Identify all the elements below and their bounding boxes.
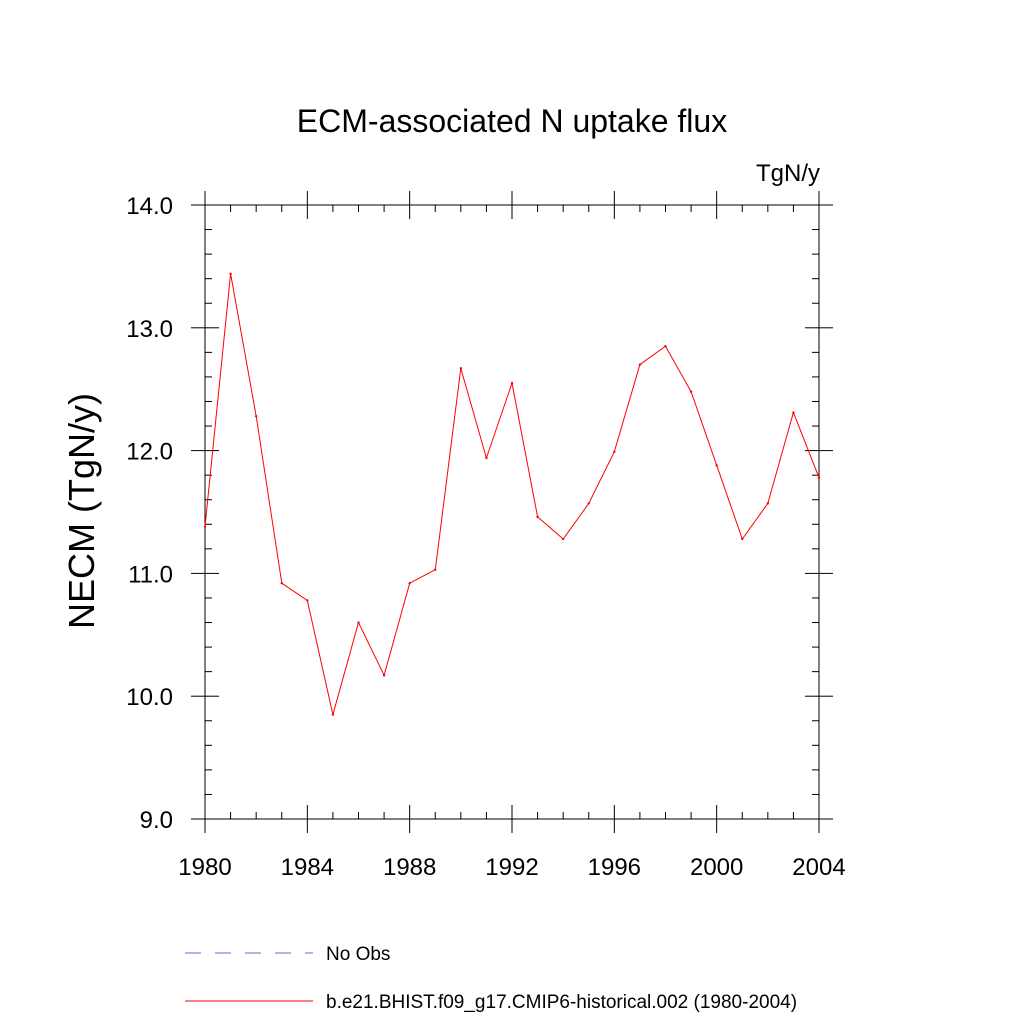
data-point — [638, 363, 642, 366]
y-axis-label: NECM (TgN/y) — [61, 393, 102, 629]
data-point — [587, 502, 590, 505]
data-point — [229, 272, 232, 275]
x-axis: 1980 1984 1988 1992 1996 2000 2004 — [178, 191, 846, 881]
data-point — [689, 390, 693, 393]
data-point — [434, 568, 437, 571]
y-tick-label: 14.0 — [126, 193, 173, 220]
y-tick-label: 13.0 — [126, 316, 173, 343]
data-point — [280, 582, 283, 585]
data-point — [331, 713, 335, 716]
data-point — [254, 415, 258, 418]
data-point — [306, 599, 309, 602]
x-tick-label: 1996 — [588, 854, 641, 881]
data-point — [664, 345, 667, 348]
data-point — [561, 537, 565, 541]
data-point — [792, 411, 795, 414]
data-point — [459, 367, 463, 370]
data-point — [382, 674, 386, 677]
series-layer — [203, 272, 821, 716]
data-point — [741, 537, 744, 541]
data-point — [613, 450, 616, 454]
data-point — [203, 525, 207, 528]
plot-frame — [204, 204, 820, 820]
chart-title: ECM-associated N uptake flux — [297, 103, 727, 139]
data-point — [357, 621, 360, 624]
data-point — [510, 381, 514, 385]
y-tick-label: 11.0 — [128, 561, 173, 588]
data-point — [766, 502, 770, 505]
legend-label: b.e21.BHIST.f09_g17.CMIP6-historical.002… — [326, 992, 797, 1013]
units-label: TgN/y — [756, 160, 820, 187]
data-point — [715, 464, 718, 467]
y-tick-label: 12.0 — [126, 439, 173, 466]
y-tick-label: 9.0 — [140, 807, 173, 834]
data-point — [408, 582, 411, 585]
x-tick-label: 1988 — [383, 854, 436, 881]
legend: No Obs b.e21.BHIST.f09_g17.CMIP6-historic… — [185, 944, 797, 1013]
data-point — [536, 515, 539, 519]
legend-label: No Obs — [326, 944, 390, 965]
series-line — [204, 273, 820, 715]
data-point — [817, 476, 821, 479]
y-tick-label: 10.0 — [126, 684, 173, 711]
x-tick-label: 1984 — [281, 854, 334, 881]
x-tick-label: 2004 — [792, 854, 845, 881]
x-tick-label: 1992 — [485, 854, 538, 881]
data-point — [485, 456, 488, 460]
y-axis: 9.0 10.0 11.0 12.0 13.0 14.0 — [126, 193, 833, 834]
x-tick-label: 2000 — [690, 854, 743, 881]
x-tick-label: 1980 — [178, 854, 231, 881]
